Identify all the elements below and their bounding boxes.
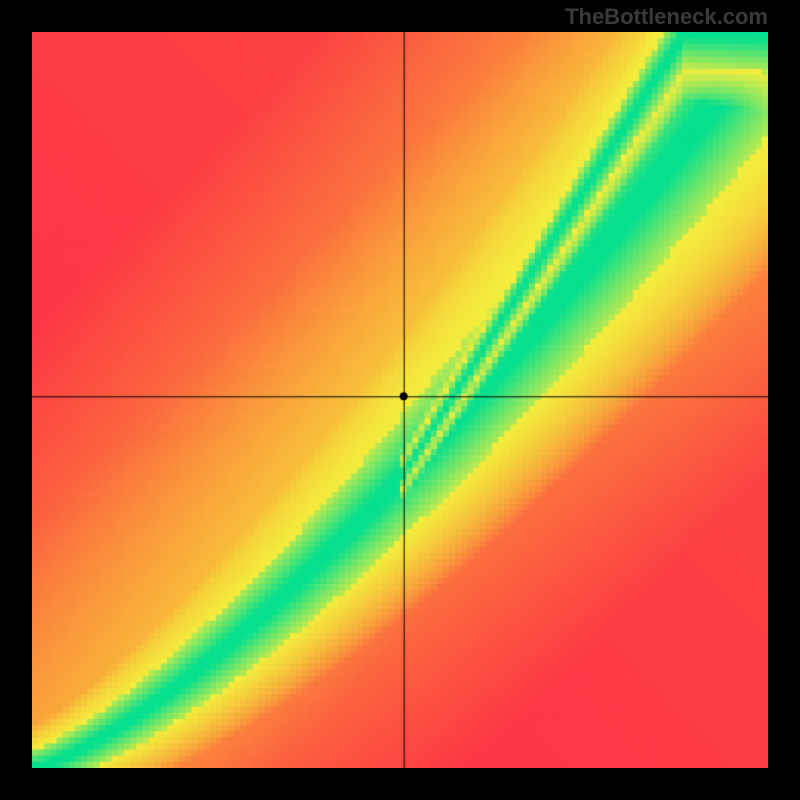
bottleneck-heatmap (32, 32, 768, 768)
watermark-text: TheBottleneck.com (565, 4, 768, 30)
chart-container: TheBottleneck.com (0, 0, 800, 800)
